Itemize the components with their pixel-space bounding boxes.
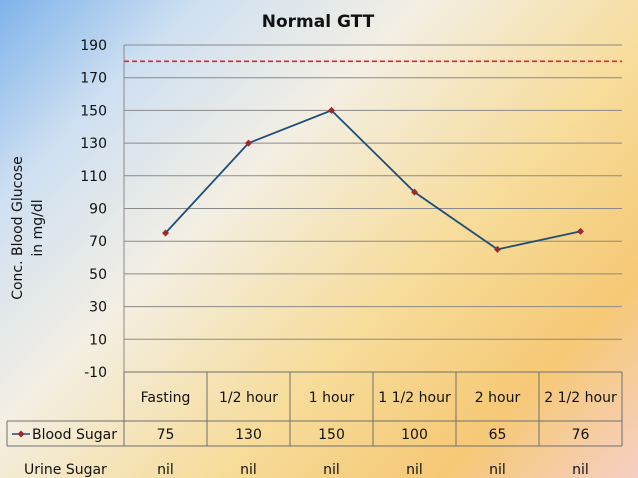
x-category-label: 2 1/2 hour xyxy=(544,390,617,406)
y-tick-label: 130 xyxy=(80,136,107,152)
y-tick-label: 110 xyxy=(80,169,107,185)
x-category-label: 1 1/2 hour xyxy=(378,390,451,406)
table-row-label: Blood Sugar xyxy=(32,427,117,443)
data-point xyxy=(328,106,335,114)
y-tick-label: 50 xyxy=(89,267,107,283)
data-point xyxy=(162,229,169,237)
series-line-blood-sugar xyxy=(164,109,581,251)
urine-sugar-value: nil xyxy=(157,462,174,478)
urine-sugar-value: nil xyxy=(406,462,423,478)
y-tick-label: -10 xyxy=(84,365,107,381)
urine-sugar-value: nil xyxy=(489,462,506,478)
table-cell: 130 xyxy=(235,427,262,443)
x-category-label: Fasting xyxy=(141,390,191,406)
x-category-label: 1/2 hour xyxy=(219,390,278,406)
chart-title: Normal GTT xyxy=(262,12,375,32)
y-tick-label: 10 xyxy=(89,332,107,348)
data-point xyxy=(411,188,418,196)
x-category-label: 1 hour xyxy=(309,390,355,406)
urine-sugar-value: nil xyxy=(240,462,257,478)
y-tick-label: 70 xyxy=(89,234,107,250)
table-cell: 76 xyxy=(572,427,590,443)
y-tick-label: 170 xyxy=(80,71,107,87)
data-point xyxy=(577,227,584,235)
table-cell: 100 xyxy=(401,427,428,443)
y-axis-label-line-2: in mg/dl xyxy=(30,199,46,256)
urine-sugar-value: nil xyxy=(323,462,340,478)
y-tick-label: 190 xyxy=(80,38,107,54)
y-tick-label: 90 xyxy=(89,202,107,218)
y-tick-label: 150 xyxy=(80,103,107,119)
data-point xyxy=(245,139,252,147)
data-point xyxy=(494,245,501,253)
table-cell: 65 xyxy=(489,427,507,443)
table-cell: 150 xyxy=(318,427,345,443)
urine-sugar-value: nil xyxy=(572,462,589,478)
y-axis-label-line-1: Conc. Blood Glucose xyxy=(10,156,26,300)
y-tick-label: 30 xyxy=(89,300,107,316)
table-cell: 75 xyxy=(157,427,175,443)
legend-marker xyxy=(17,430,25,438)
x-category-label: 2 hour xyxy=(475,390,521,406)
urine-sugar-label: Urine Sugar xyxy=(24,462,107,478)
